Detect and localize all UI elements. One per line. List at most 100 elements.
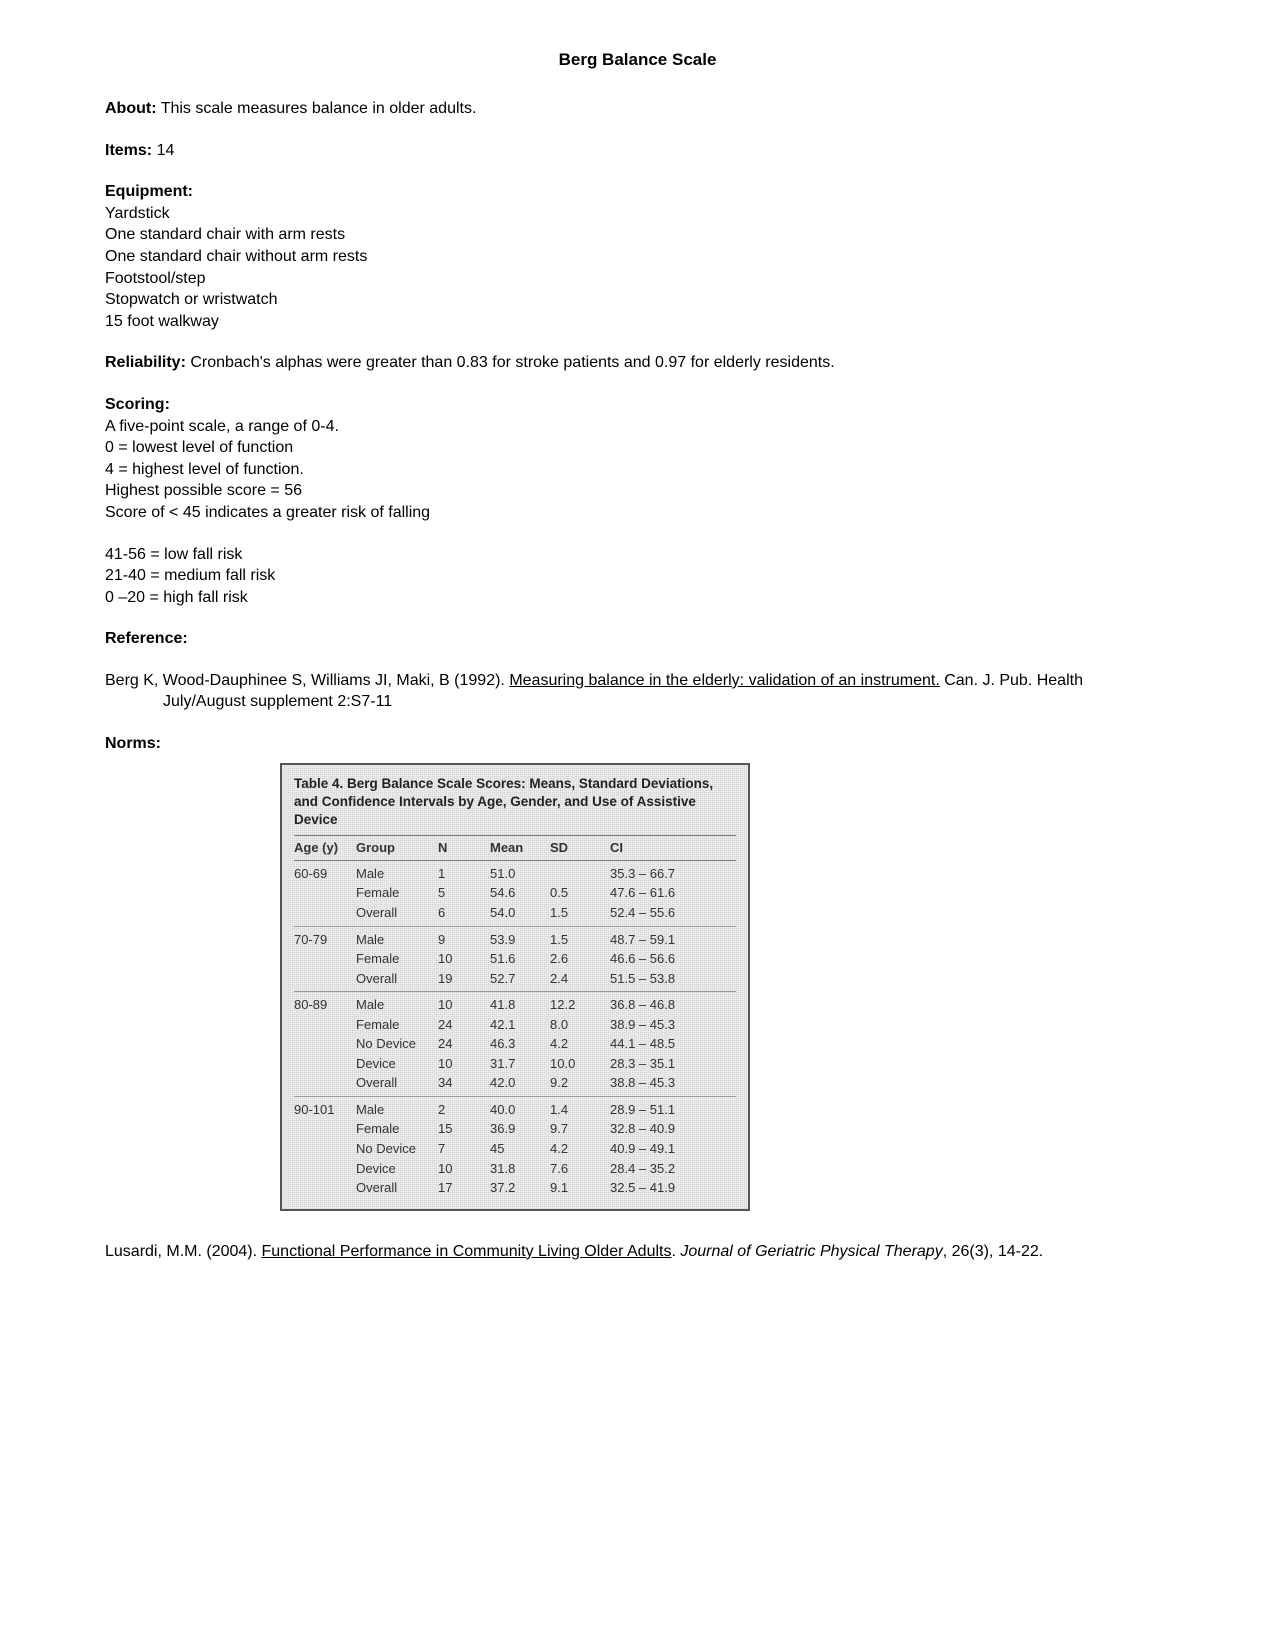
table-cell: 54.0 [490,904,550,922]
table-row: Overall1952.72.451.5 – 53.8 [294,969,736,989]
page-title: Berg Balance Scale [105,50,1170,70]
table-row: Female554.60.547.6 – 61.6 [294,883,736,903]
table-cell: 12.2 [550,996,610,1014]
table-cell: 52.7 [490,970,550,988]
citation2: Lusardi, M.M. (2004). Functional Perform… [105,1241,1170,1263]
table-row: Female1051.62.646.6 – 56.6 [294,949,736,969]
norms-header-row: Age (y) Group N Mean SD CI [294,835,736,861]
col-header: SD [550,839,610,857]
table-cell: 37.2 [490,1179,550,1197]
table-cell: 28.9 – 51.1 [610,1101,720,1119]
reference-link: Measuring balance in the elderly: valida… [509,672,939,689]
table-cell: Male [356,996,438,1014]
table-cell: 1.4 [550,1101,610,1119]
norms-table-title: Table 4. Berg Balance Scale Scores: Mean… [294,775,736,830]
about-label: About: [105,100,157,117]
table-cell [294,1035,356,1053]
reliability-label: Reliability: [105,354,186,371]
scoring-list-2: 41-56 = low fall risk 21-40 = medium fal… [105,544,1170,609]
table-cell: 9.1 [550,1179,610,1197]
table-cell [294,904,356,922]
table-cell: 9.7 [550,1120,610,1138]
table-cell: Female [356,884,438,902]
table-cell [294,950,356,968]
table-cell: 90-101 [294,1101,356,1119]
age-group-block: 90-101Male240.01.428.9 – 51.1Female1536.… [294,1097,736,1201]
table-cell: Overall [356,904,438,922]
table-row: Device1031.710.028.3 – 35.1 [294,1054,736,1074]
table-row: Overall1737.29.132.5 – 41.9 [294,1178,736,1198]
table-cell: 7 [438,1140,490,1158]
norms-table-wrap: Table 4. Berg Balance Scale Scores: Mean… [280,763,1170,1211]
table-row: 90-101Male240.01.428.9 – 51.1 [294,1100,736,1120]
table-cell: Male [356,931,438,949]
table-cell: 40.0 [490,1101,550,1119]
items-text: 14 [152,142,174,159]
table-cell [550,865,610,883]
table-cell: 0.5 [550,884,610,902]
table-cell: 31.8 [490,1160,550,1178]
table-cell: 19 [438,970,490,988]
table-row: 80-89Male1041.812.236.8 – 46.8 [294,995,736,1015]
table-cell: 1.5 [550,931,610,949]
table-cell: Device [356,1055,438,1073]
scoring-section: Scoring: A five-point scale, a range of … [105,394,1170,524]
table-cell: 2.6 [550,950,610,968]
table-cell: 24 [438,1035,490,1053]
table-cell: 36.9 [490,1120,550,1138]
reliability-text: Cronbach's alphas were greater than 0.83… [186,354,835,371]
equipment-section: Equipment: Yardstick One standard chair … [105,181,1170,332]
table-cell: 42.1 [490,1016,550,1034]
scoring-line: 0 –20 = high fall risk [105,587,1170,609]
table-cell: 1.5 [550,904,610,922]
table-cell: No Device [356,1035,438,1053]
table-row: No Device2446.34.244.1 – 48.5 [294,1034,736,1054]
table-row: 60-69Male151.035.3 – 66.7 [294,864,736,884]
table-cell [294,1120,356,1138]
table-cell: Male [356,1101,438,1119]
scoring-line: Highest possible score = 56 [105,480,1170,502]
col-header: N [438,839,490,857]
table-cell: 28.4 – 35.2 [610,1160,720,1178]
table-cell: 7.6 [550,1160,610,1178]
scoring-line: 41-56 = low fall risk [105,544,1170,566]
scoring-line: Score of < 45 indicates a greater risk o… [105,502,1170,524]
table-row: Overall3442.09.238.8 – 45.3 [294,1073,736,1093]
citation2-pre: Lusardi, M.M. (2004). [105,1243,262,1260]
scoring-line: 21-40 = medium fall risk [105,565,1170,587]
equipment-item: Yardstick [105,203,1170,225]
col-header: Age (y) [294,839,356,857]
equipment-label: Equipment: [105,181,1170,203]
table-cell: No Device [356,1140,438,1158]
table-cell: 6 [438,904,490,922]
citation2-italic: Journal of Geriatric Physical Therapy [680,1243,942,1260]
reliability-section: Reliability: Cronbach's alphas were grea… [105,352,1170,374]
table-cell: Female [356,1120,438,1138]
table-cell [294,884,356,902]
table-cell: 24 [438,1016,490,1034]
table-cell: 53.9 [490,931,550,949]
table-cell: 34 [438,1074,490,1092]
table-cell: 51.0 [490,865,550,883]
table-row: Female1536.99.732.8 – 40.9 [294,1119,736,1139]
norms-body: 60-69Male151.035.3 – 66.7Female554.60.54… [294,861,736,1201]
table-cell: 15 [438,1120,490,1138]
age-group-block: 80-89Male1041.812.236.8 – 46.8Female2442… [294,992,736,1097]
col-header: Group [356,839,438,857]
table-row: Overall654.01.552.4 – 55.6 [294,903,736,923]
reference-label: Reference: [105,628,1170,650]
table-cell: 51.6 [490,950,550,968]
table-cell: 40.9 – 49.1 [610,1140,720,1158]
equipment-item: 15 foot walkway [105,311,1170,333]
items-section: Items: 14 [105,140,1170,162]
col-header: CI [610,839,720,857]
table-cell: 46.3 [490,1035,550,1053]
scoring-label: Scoring: [105,394,1170,416]
table-cell: 10 [438,1055,490,1073]
equipment-item: One standard chair with arm rests [105,224,1170,246]
table-row: 70-79Male953.91.548.7 – 59.1 [294,930,736,950]
table-cell: 45 [490,1140,550,1158]
table-cell: Overall [356,970,438,988]
table-cell: Overall [356,1179,438,1197]
table-cell: Male [356,865,438,883]
